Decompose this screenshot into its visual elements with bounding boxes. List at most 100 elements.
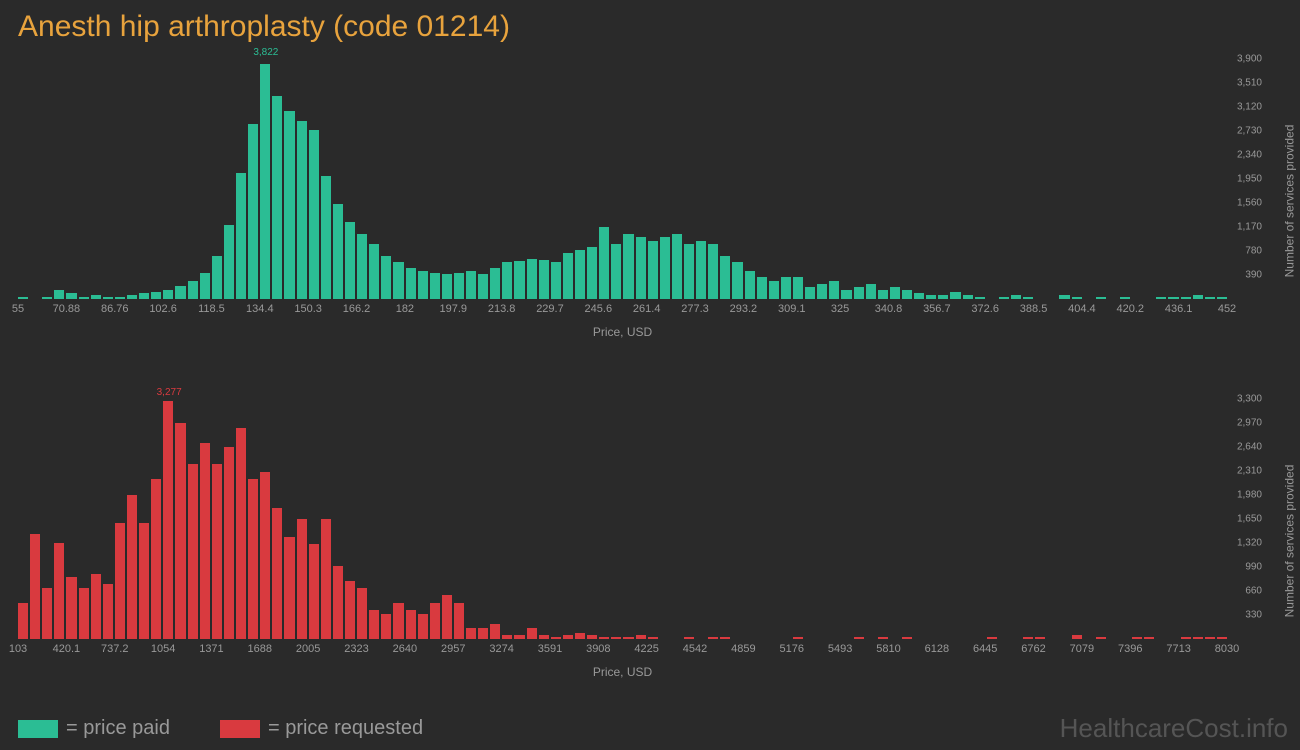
histogram-bar [854, 637, 864, 639]
histogram-bar [1132, 637, 1142, 639]
y-tick: 390 [1245, 270, 1262, 281]
x-tick: 86.76 [101, 303, 129, 315]
histogram-bar [151, 479, 161, 639]
histogram-bar [115, 297, 125, 299]
y-tick: 1,650 [1237, 514, 1262, 525]
x-tick: 388.5 [1020, 303, 1048, 315]
histogram-bar [527, 628, 537, 639]
histogram-bar [224, 225, 234, 299]
histogram-bar [636, 635, 646, 639]
histogram-bar [1096, 637, 1106, 639]
histogram-bar [648, 241, 658, 299]
x-tick: 3908 [586, 643, 610, 655]
histogram-bar [406, 610, 416, 639]
x-tick: 356.7 [923, 303, 951, 315]
histogram-bar [357, 234, 367, 299]
histogram-bar [914, 293, 924, 299]
histogram-bar [514, 261, 524, 299]
histogram-bar [890, 287, 900, 299]
histogram-bar [502, 635, 512, 639]
histogram-bar [345, 222, 355, 299]
histogram-bar [478, 628, 488, 639]
x-tick: 103 [9, 643, 27, 655]
y-tick: 780 [1245, 246, 1262, 257]
x-tick: 309.1 [778, 303, 806, 315]
histogram-bar [321, 519, 331, 639]
histogram-bar [272, 508, 282, 639]
histogram-bar [381, 614, 391, 639]
histogram-bar [1181, 297, 1191, 299]
x-tick: 6762 [1021, 643, 1045, 655]
x-tick: 2005 [296, 643, 320, 655]
x-tick: 197.9 [439, 303, 467, 315]
histogram-bar [623, 234, 633, 299]
watermark: HealthcareCost.info [1060, 713, 1288, 744]
legend: = price paid = price requested [18, 717, 423, 740]
histogram-bar [309, 130, 319, 299]
histogram-bar [1181, 637, 1191, 639]
histogram-bar [720, 256, 730, 299]
x-label-paid: Price, USD [18, 325, 1227, 339]
x-label-requested: Price, USD [18, 665, 1227, 679]
histogram-bar [696, 241, 706, 299]
x-tick: 340.8 [875, 303, 903, 315]
x-tick: 277.3 [681, 303, 709, 315]
x-tick: 404.4 [1068, 303, 1096, 315]
histogram-bar [539, 635, 549, 639]
histogram-bar [902, 637, 912, 639]
histogram-bar [1156, 297, 1166, 299]
histogram-bar [430, 603, 440, 639]
x-tick: 4859 [731, 643, 755, 655]
histogram-bar [30, 534, 40, 639]
histogram-bar [260, 472, 270, 639]
histogram-bar [1059, 295, 1069, 299]
histogram-bar [987, 637, 997, 639]
histogram-bar [309, 544, 319, 639]
histogram-bar [684, 637, 694, 639]
bars-paid [18, 59, 1227, 299]
x-tick: 3274 [489, 643, 513, 655]
x-tick: 55 [12, 303, 24, 315]
histogram-bar [829, 281, 839, 299]
histogram-bar [1144, 637, 1154, 639]
histogram-bar [454, 603, 464, 639]
x-tick: 102.6 [149, 303, 177, 315]
histogram-bar [369, 244, 379, 299]
histogram-bar [551, 262, 561, 299]
histogram-bar [1217, 297, 1227, 299]
histogram-bar [236, 173, 246, 299]
x-tick: 1688 [248, 643, 272, 655]
x-tick: 166.2 [343, 303, 371, 315]
x-tick: 293.2 [730, 303, 758, 315]
histogram-bar [527, 259, 537, 299]
histogram-bar [18, 297, 28, 299]
histogram-bar [878, 637, 888, 639]
histogram-bar [963, 295, 973, 299]
histogram-bar [418, 271, 428, 299]
histogram-bar [430, 273, 440, 299]
x-tick: 372.6 [971, 303, 999, 315]
x-tick: 1054 [151, 643, 175, 655]
histogram-bar [1168, 297, 1178, 299]
histogram-bar [793, 637, 803, 639]
x-tick: 2957 [441, 643, 465, 655]
histogram-bar [1072, 635, 1082, 639]
histogram-bar [466, 628, 476, 639]
histogram-bar [236, 428, 246, 639]
page-title: Anesth hip arthroplasty (code 01214) [0, 0, 1300, 49]
chart-price-paid: 5570.8886.76102.6118.5134.4150.3166.2182… [18, 49, 1282, 339]
histogram-bar [611, 244, 621, 299]
histogram-bar [393, 262, 403, 299]
histogram-bar [841, 290, 851, 299]
histogram-bar [720, 637, 730, 639]
x-tick: 2640 [393, 643, 417, 655]
histogram-bar [490, 624, 500, 639]
y-tick: 2,640 [1237, 442, 1262, 453]
x-tick: 7396 [1118, 643, 1142, 655]
y-label-requested: Number of services provided [1283, 465, 1297, 618]
histogram-bar [466, 271, 476, 299]
histogram-bar [127, 295, 137, 299]
histogram-bar [999, 297, 1009, 299]
histogram-bar [866, 284, 876, 299]
histogram-bar [188, 464, 198, 639]
